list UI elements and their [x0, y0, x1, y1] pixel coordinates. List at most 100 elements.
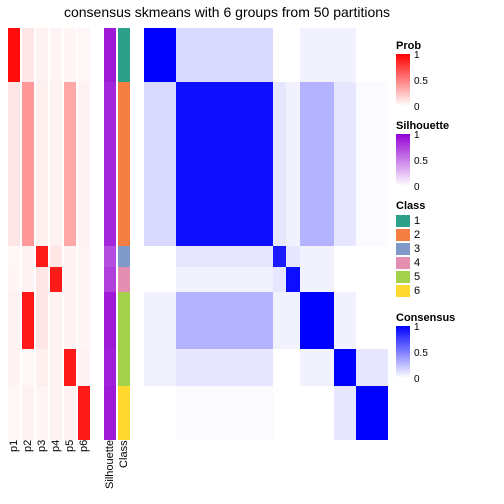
ann-col-silhouette	[104, 28, 116, 440]
legend-sil-title: Silhouette	[396, 120, 498, 132]
x-label-p1: p1	[8, 440, 20, 489]
ann-col-class	[118, 28, 130, 440]
legend-swatch-icon	[396, 285, 410, 297]
ann-col-p1	[8, 28, 20, 440]
legend-tick: 0	[414, 374, 420, 385]
ann-cell	[22, 267, 34, 292]
ann-cell	[104, 349, 116, 386]
ann-col-p5	[64, 28, 76, 440]
ann-cell	[36, 386, 48, 440]
heatmap-cell	[334, 292, 356, 350]
ann-cell	[78, 82, 90, 247]
ann-cell	[104, 386, 116, 440]
heatmap-cell	[144, 292, 176, 350]
legend-class-item: 2	[396, 228, 498, 242]
ann-cell	[104, 28, 116, 82]
ann-cell	[22, 82, 34, 247]
ann-cell	[50, 82, 62, 247]
heatmap-cell	[356, 246, 388, 267]
legend-consensus-gradient: 10.50	[396, 326, 410, 378]
legend-class-item: 1	[396, 214, 498, 228]
heatmap-cell	[273, 28, 285, 82]
consensus-heatmap	[144, 28, 388, 440]
x-label-p5: p5	[64, 440, 76, 489]
ann-cell	[104, 82, 116, 247]
ann-cell	[22, 386, 34, 440]
ann-col-p6	[78, 28, 90, 440]
x-label-p3: p3	[36, 440, 48, 489]
legend-swatch-icon	[396, 271, 410, 283]
heatmap-cell	[334, 28, 356, 82]
legend-class-title: Class	[396, 200, 498, 212]
heatmap-cell	[300, 82, 334, 247]
legend-silhouette: Silhouette 10.50	[396, 120, 498, 186]
heatmap-cell	[334, 267, 356, 292]
ann-cell	[8, 267, 20, 292]
ann-cell	[78, 386, 90, 440]
ann-cell	[118, 386, 130, 440]
ann-cell	[22, 28, 34, 82]
heatmap-cell	[176, 386, 274, 440]
ann-cell	[50, 386, 62, 440]
legend-swatch-icon	[396, 257, 410, 269]
ann-cell	[50, 349, 62, 386]
heatmap-cell	[334, 82, 356, 247]
ann-cell	[36, 246, 48, 267]
ann-cell	[64, 82, 76, 247]
legend-class-label: 4	[414, 257, 420, 269]
heatmap-cell	[273, 292, 285, 350]
ann-cell	[8, 82, 20, 247]
legend-tick: 0.5	[414, 156, 428, 167]
heatmap-cell	[144, 267, 176, 292]
ann-cell	[50, 28, 62, 82]
x-label-spacer	[132, 440, 142, 489]
heatmap-cell	[286, 28, 301, 82]
legend-tick: 0.5	[414, 76, 428, 87]
ann-cell	[50, 292, 62, 350]
ann-cell	[78, 292, 90, 350]
x-axis-labels: p1p2p3p4p5p6SilhouetteClass	[8, 440, 142, 489]
legend-class-item: 3	[396, 242, 498, 256]
ann-cell	[8, 28, 20, 82]
ann-cell	[36, 349, 48, 386]
heatmap-cell	[300, 267, 334, 292]
ann-cell	[104, 246, 116, 267]
heatmap-cell	[273, 82, 285, 247]
legend-class-item: 5	[396, 270, 498, 284]
ann-cell	[118, 82, 130, 247]
ann-cell	[64, 267, 76, 292]
ann-cell	[36, 82, 48, 247]
ann-cell	[118, 267, 130, 292]
x-label-silhouette: Silhouette	[104, 440, 116, 489]
heatmap-cell	[144, 28, 176, 82]
legend-tick: 1	[414, 322, 420, 333]
ann-cell	[22, 292, 34, 350]
legend-sil-gradient: 10.50	[396, 134, 410, 186]
ann-cell	[8, 292, 20, 350]
heatmap-cell	[273, 386, 285, 440]
ann-col-p2	[22, 28, 34, 440]
heatmap-cell	[356, 292, 388, 350]
heatmap-cell	[286, 82, 301, 247]
heatmap-cell	[144, 386, 176, 440]
ann-cell	[104, 292, 116, 350]
heatmap-cell	[176, 246, 274, 267]
legend-swatch-icon	[396, 229, 410, 241]
x-label-p4: p4	[50, 440, 62, 489]
ann-cell	[36, 28, 48, 82]
ann-cell	[78, 349, 90, 386]
heatmap-cell	[356, 386, 388, 440]
ann-cell	[118, 246, 130, 267]
ann-cell	[64, 349, 76, 386]
ann-cell	[50, 267, 62, 292]
ann-cell	[78, 28, 90, 82]
ann-cell	[22, 246, 34, 267]
legend-consensus: Consensus 10.50	[396, 312, 498, 378]
legend-class-label: 1	[414, 215, 420, 227]
ann-cell	[78, 267, 90, 292]
ann-cell	[36, 267, 48, 292]
ann-col-p3	[36, 28, 48, 440]
legend-prob-title: Prob	[396, 40, 498, 52]
heatmap-cell	[286, 292, 301, 350]
ann-cell	[22, 349, 34, 386]
